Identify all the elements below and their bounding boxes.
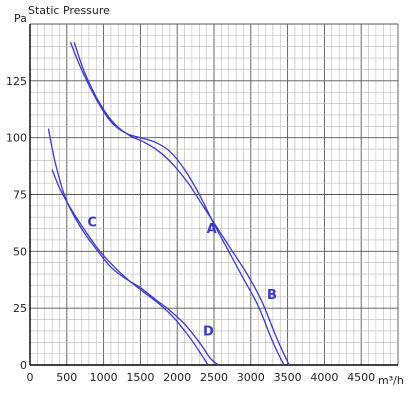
y-axis-label: Pa [14,12,27,25]
x-tick-label: 2500 [200,371,228,384]
y-tick-label: 25 [13,302,27,315]
x-tick-label: 3500 [274,371,302,384]
x-tick-label: 4500 [347,371,375,384]
curve-labels: A B C D [87,215,277,339]
curve-b [73,41,290,366]
x-tick-label: 1500 [126,371,154,384]
axes [29,24,398,366]
curve-label-b: B [267,288,277,303]
x-tick-label: 4000 [310,371,338,384]
curve-label-c: C [87,215,97,230]
grid [29,23,399,366]
curve-label-d: D [203,324,214,339]
tick-labels: 0 500 1000 1500 2000 2500 3000 3500 4000 4500 0 25 5… [6,75,375,384]
x-tick-label: 0 [27,371,34,384]
x-tick-label: 500 [56,371,77,384]
x-tick-label: 1000 [90,371,118,384]
x-tick-label: 3000 [237,371,265,384]
y-tick-label: 100 [6,132,27,145]
y-tick-label: 125 [6,75,27,88]
curve-label-a: A [207,222,217,237]
curves [47,41,290,366]
x-axis-label: m³/h [378,374,404,387]
y-tick-label: 50 [13,245,27,258]
curve-a [69,41,285,366]
x-tick-label: 2000 [163,371,191,384]
y-tick-label: 0 [20,359,27,372]
y-tick-label: 75 [13,189,27,202]
curve-d [51,169,209,366]
chart-title: Static Pressure [28,4,110,17]
